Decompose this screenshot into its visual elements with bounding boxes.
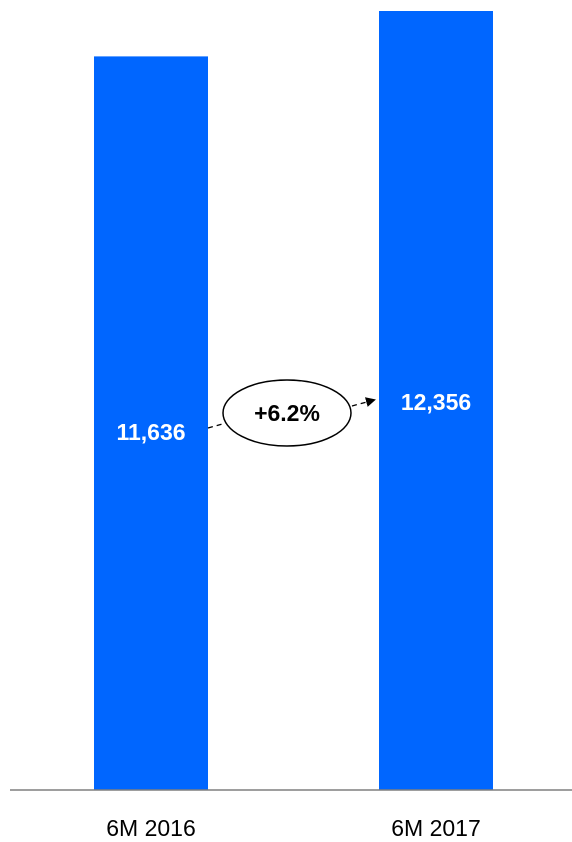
x-tick-label-2: 6M 2017	[391, 815, 481, 841]
change-label: +6.2%	[254, 400, 320, 426]
change-arrow	[351, 397, 376, 407]
bar-2	[379, 11, 493, 790]
bars-layer	[94, 11, 493, 791]
bar-1	[94, 56, 208, 791]
change-annotation: +6.2%	[207, 379, 376, 447]
bar-value-label-1: 11,636	[116, 419, 185, 445]
bar-value-label-2: 12,356	[401, 389, 471, 415]
change-ellipse	[222, 379, 352, 447]
x-tick-label-1: 6M 2016	[106, 815, 196, 841]
labels-layer: 11,636 6M 2016 12,356 6M 2017	[106, 389, 481, 841]
change-arrow-dashed	[207, 422, 227, 429]
